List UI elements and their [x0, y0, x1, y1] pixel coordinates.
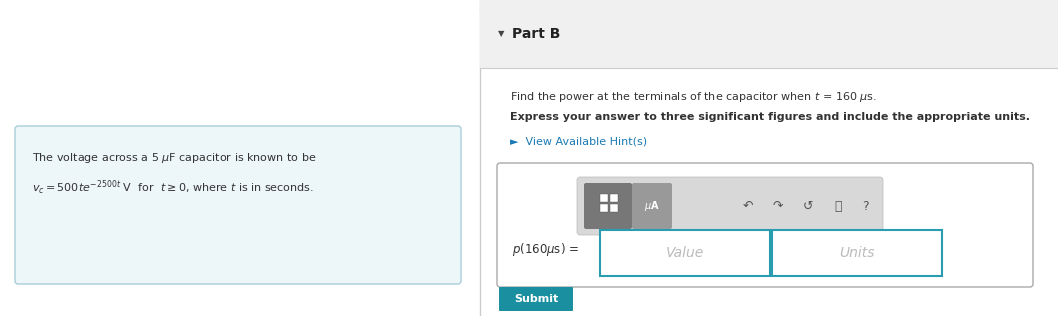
Text: Find the power at the terminals of the capacitor when $t$ = 160 $\mu$s.: Find the power at the terminals of the c… — [510, 90, 877, 104]
Text: ⌸: ⌸ — [835, 199, 842, 212]
Bar — [480, 0, 1058, 68]
Bar — [600, 204, 608, 212]
Text: Units: Units — [839, 246, 875, 260]
FancyBboxPatch shape — [499, 287, 573, 311]
Text: ↺: ↺ — [803, 199, 814, 212]
FancyBboxPatch shape — [497, 163, 1033, 287]
Bar — [610, 194, 618, 202]
Text: $\mu$A: $\mu$A — [644, 199, 660, 213]
Text: ►  View Available Hint(s): ► View Available Hint(s) — [510, 136, 647, 146]
Text: Express your answer to three significant figures and include the appropriate uni: Express your answer to three significant… — [510, 112, 1030, 122]
Text: Submit: Submit — [514, 294, 559, 304]
Bar — [772, 230, 942, 276]
Text: $v_c = 500te^{-2500t}$ V  for  $t \geq 0$, where $t$ is in seconds.: $v_c = 500te^{-2500t}$ V for $t \geq 0$,… — [32, 179, 314, 198]
FancyBboxPatch shape — [15, 126, 461, 284]
Text: ▼: ▼ — [498, 29, 505, 39]
Text: ?: ? — [861, 199, 869, 212]
FancyBboxPatch shape — [577, 177, 883, 235]
Bar — [600, 194, 608, 202]
FancyBboxPatch shape — [584, 183, 632, 229]
Text: ↷: ↷ — [772, 199, 783, 212]
FancyBboxPatch shape — [632, 183, 672, 229]
Text: ↶: ↶ — [743, 199, 753, 212]
Text: Part B: Part B — [512, 27, 561, 41]
Text: The voltage across a 5 $\mu$F capacitor is known to be: The voltage across a 5 $\mu$F capacitor … — [32, 151, 316, 165]
Text: $p$(160$\mu$s) =: $p$(160$\mu$s) = — [512, 240, 579, 258]
Bar — [600, 230, 770, 276]
Bar — [610, 204, 618, 212]
Text: Value: Value — [665, 246, 705, 260]
